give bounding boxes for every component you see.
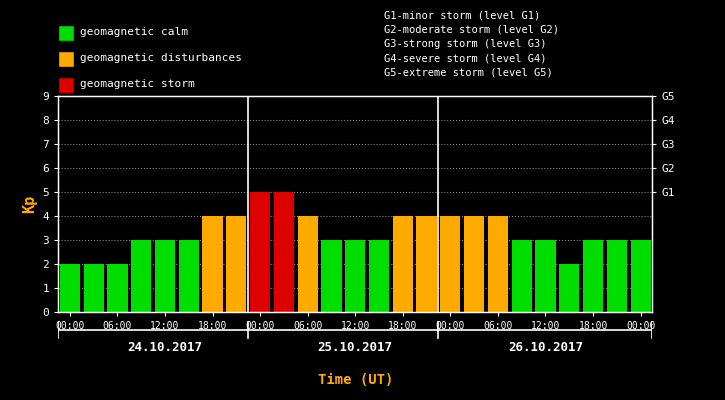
Bar xyxy=(107,264,128,312)
Y-axis label: Kp: Kp xyxy=(22,195,37,213)
Bar xyxy=(274,192,294,312)
Bar xyxy=(607,240,627,312)
Bar xyxy=(440,216,460,312)
Text: geomagnetic calm: geomagnetic calm xyxy=(80,27,188,37)
Text: geomagnetic disturbances: geomagnetic disturbances xyxy=(80,53,241,63)
Bar xyxy=(369,240,389,312)
Text: 25.10.2017: 25.10.2017 xyxy=(318,341,393,354)
Bar xyxy=(297,216,318,312)
Bar xyxy=(464,216,484,312)
Bar xyxy=(393,216,413,312)
Bar xyxy=(321,240,341,312)
Text: G1-minor storm (level G1)
G2-moderate storm (level G2)
G3-strong storm (level G3: G1-minor storm (level G1) G2-moderate st… xyxy=(384,10,559,78)
Bar xyxy=(250,192,270,312)
Bar xyxy=(488,216,508,312)
Bar xyxy=(59,264,80,312)
Bar xyxy=(202,216,223,312)
Bar xyxy=(416,216,436,312)
Bar xyxy=(559,264,579,312)
Bar xyxy=(83,264,104,312)
Text: Time (UT): Time (UT) xyxy=(318,373,393,387)
Bar xyxy=(155,240,175,312)
Bar xyxy=(131,240,152,312)
Bar xyxy=(178,240,199,312)
Bar xyxy=(512,240,532,312)
Text: 26.10.2017: 26.10.2017 xyxy=(508,341,583,354)
Bar xyxy=(631,240,651,312)
Bar xyxy=(583,240,603,312)
Text: geomagnetic storm: geomagnetic storm xyxy=(80,79,194,89)
Bar xyxy=(226,216,246,312)
Text: 24.10.2017: 24.10.2017 xyxy=(128,341,202,354)
Bar xyxy=(345,240,365,312)
Bar xyxy=(535,240,555,312)
